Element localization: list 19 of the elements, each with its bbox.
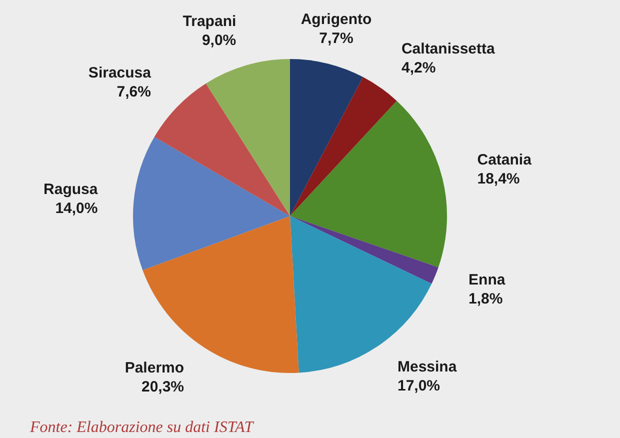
slice-label: Catania (477, 151, 532, 168)
data-label: 7,6% (116, 83, 151, 100)
data-label: 7,7% (319, 30, 354, 47)
slice-label: Agrigento (300, 10, 372, 28)
data-label: 4,2% (401, 60, 436, 77)
data-label: 18,4% (477, 170, 520, 188)
slice-label: Palermo (124, 359, 184, 376)
slice-label: Caltanissetta (401, 40, 496, 58)
data-label: 20,3% (141, 378, 184, 396)
slice-label: Trapani (182, 12, 236, 30)
data-label: 1,8% (468, 290, 503, 308)
slice-label: Ragusa (44, 181, 98, 198)
slice-label: Enna (468, 271, 506, 288)
source-note: Fonte: Elaborazione su dati ISTAT (29, 419, 254, 436)
data-label: 17,0% (397, 377, 440, 394)
slice-label: Messina (397, 358, 458, 376)
slice-label: Siracusa (88, 64, 152, 82)
data-label: 14,0% (55, 200, 98, 218)
data-label: 9,0% (202, 32, 236, 49)
